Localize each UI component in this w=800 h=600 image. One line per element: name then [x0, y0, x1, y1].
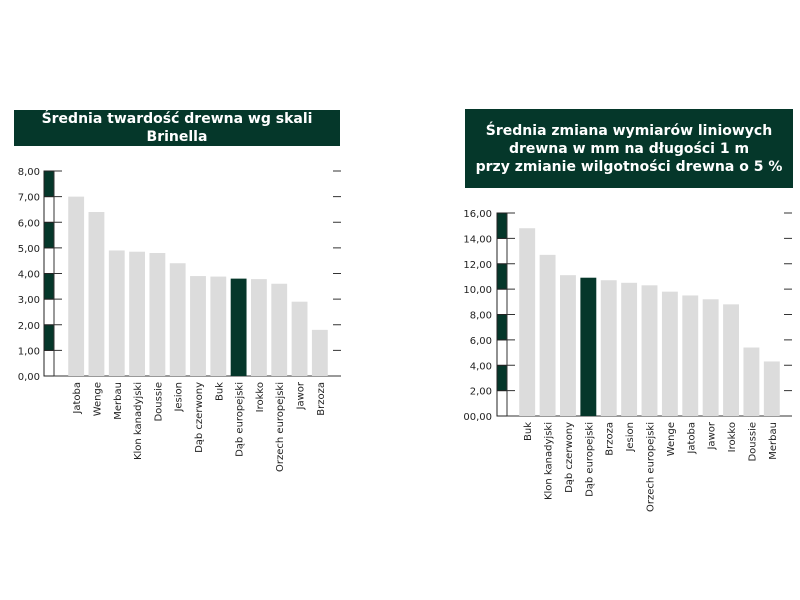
bar — [251, 279, 267, 376]
y-tick-label: 3,00 — [18, 295, 40, 306]
y-tick-label: 2,00 — [470, 387, 492, 398]
bar — [600, 280, 617, 416]
y-tick-label: 8,00 — [18, 167, 40, 178]
axis-stripe-segment — [43, 349, 55, 377]
x-tick-label: Irokko — [255, 382, 266, 412]
axis-stripe-segment — [496, 364, 508, 392]
axis-stripe-segment — [496, 314, 508, 341]
y-tick-label: 7,00 — [18, 193, 40, 204]
x-tick-label: Orzech europejski — [275, 382, 286, 472]
bar — [763, 361, 780, 416]
y-tick-label: 1,00 — [18, 346, 40, 357]
bar — [129, 251, 145, 376]
x-tick-label: Wenge — [666, 422, 677, 456]
y-tick-label: 6,00 — [18, 218, 40, 229]
axis-stripe-segment — [43, 298, 55, 326]
x-tick-label: Orzech europejski — [646, 422, 657, 512]
y-tick-label: 00,00 — [463, 412, 492, 423]
x-tick-label: Doussie — [747, 422, 758, 462]
x-tick-label: Dąb czerwony — [564, 422, 575, 493]
axis-stripe-segment — [496, 212, 508, 239]
y-tick-label: 4,00 — [470, 361, 492, 372]
y-tick-label: 8,00 — [470, 311, 492, 322]
axis-stripe-segment — [496, 288, 508, 315]
axis-stripe-segment — [496, 263, 508, 290]
x-tick-label: Wenge — [92, 382, 103, 416]
x-tick-label: Klon kanadyjski — [133, 382, 144, 460]
x-tick-label: Brzoza — [605, 422, 616, 456]
bar — [641, 285, 658, 416]
x-tick-label: Jesion — [174, 382, 185, 413]
y-tick-label: 0,00 — [18, 372, 40, 383]
bar — [743, 347, 760, 416]
chart-2-title-line: drewna w mm na długości 1 m — [508, 140, 750, 157]
axis-stripe-segment — [43, 324, 55, 351]
y-tick-label: 2,00 — [18, 321, 40, 332]
bar — [539, 254, 556, 416]
x-tick-label: Buk — [523, 422, 534, 441]
bar — [230, 278, 247, 376]
axis-stripe-segment — [496, 390, 508, 417]
x-tick-label: Dąb europejski — [235, 382, 246, 457]
chart-1-title: Średnia twardość drewna wg skali Brinell… — [14, 110, 340, 146]
axis-stripe-segment — [43, 247, 55, 274]
chart-2-title-line: przy zmianie wilgotności drewna o 5 % — [475, 158, 783, 175]
bar — [702, 299, 719, 416]
axis-stripe-segment — [496, 339, 508, 366]
axis-stripe-segment — [43, 196, 55, 223]
bar — [560, 275, 576, 416]
bar — [291, 301, 308, 376]
y-tick-label: 10,00 — [463, 285, 492, 296]
bar — [190, 276, 206, 376]
bar — [68, 196, 85, 376]
bar — [210, 276, 227, 376]
x-tick-label: Jawor — [707, 421, 718, 450]
bar — [169, 263, 186, 376]
y-tick-label: 4,00 — [18, 270, 40, 281]
axis-stripe-segment — [496, 237, 508, 265]
bar — [682, 295, 699, 416]
x-tick-label: Jatoba — [686, 422, 697, 455]
axis-stripe-segment — [43, 221, 55, 249]
x-tick-label: Klon kanadyjski — [544, 422, 555, 500]
x-tick-label: Brzoza — [316, 382, 327, 416]
bar — [149, 253, 166, 376]
bar — [519, 228, 536, 416]
x-tick-label: Doussie — [153, 382, 164, 422]
axis-stripe-segment — [43, 170, 55, 198]
bar — [311, 329, 328, 376]
x-tick-label: Dąb europejski — [584, 422, 595, 497]
x-tick-label: Irokko — [727, 422, 738, 452]
y-tick-label: 5,00 — [18, 244, 40, 255]
x-tick-label: Merbau — [113, 382, 124, 420]
bar — [88, 212, 105, 376]
bar — [580, 277, 597, 416]
bar — [723, 304, 739, 416]
axis-stripe-segment — [43, 273, 55, 300]
bar — [108, 250, 125, 376]
bar — [621, 282, 638, 416]
x-tick-label: Jatoba — [72, 382, 83, 415]
y-tick-label: 12,00 — [463, 260, 492, 271]
y-tick-label: 14,00 — [463, 234, 492, 245]
x-tick-label: Merbau — [768, 422, 779, 460]
chart-2-title-line: Średnia zmiana wymiarów liniowych — [485, 122, 773, 139]
x-tick-label: Buk — [214, 382, 225, 401]
x-tick-label: Jawor — [296, 381, 307, 410]
x-tick-label: Jesion — [625, 422, 636, 453]
chart-2-title: Średnia zmiana wymiarów liniowych drewna… — [465, 109, 793, 188]
x-tick-label: Dąb czerwony — [194, 382, 205, 453]
y-tick-label: 16,00 — [463, 209, 492, 220]
bar — [271, 283, 288, 376]
y-tick-label: 6,00 — [470, 336, 492, 347]
bar — [661, 291, 678, 416]
